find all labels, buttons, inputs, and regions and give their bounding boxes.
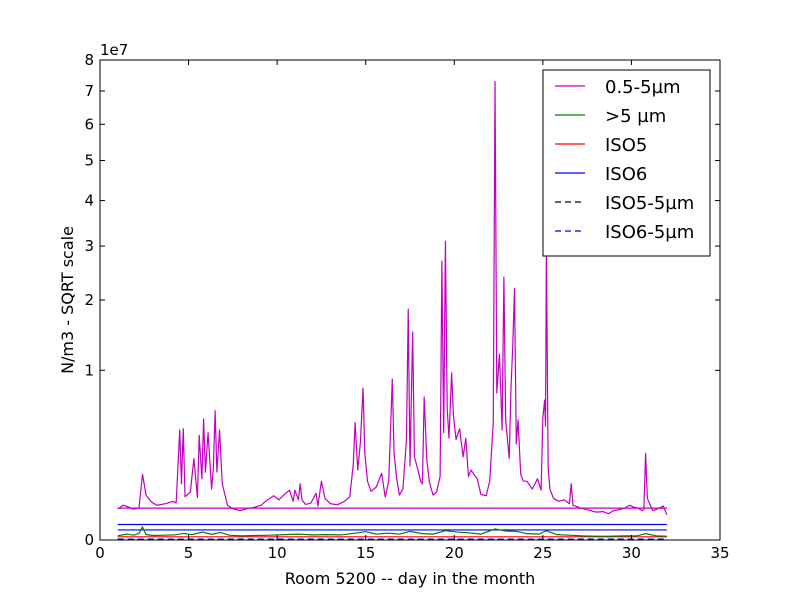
y-tick-label: 1 [84,361,94,379]
y-tick-label: 6 [84,115,94,133]
y-tick-label: 2 [84,291,94,309]
legend-label: ISO5-5µm [605,193,694,214]
y-tick-label: 5 [84,152,94,170]
x-tick-label: 15 [356,544,375,562]
y-axis-label: N/m3 - SQRT scale [58,226,77,374]
y-tick-label: 4 [84,192,94,210]
legend-box [542,69,711,257]
x-tick-label: 10 [268,544,287,562]
x-axis-label: Room 5200 -- day in the month [285,569,536,588]
series-line-1 [117,80,668,516]
ticks-layer: 0 5 10 15 20 25 30 35 0 1 2 3 4 5 6 7 8 [84,51,729,562]
x-tick-label: 25 [533,544,552,562]
y-tick-label: 8 [84,51,94,69]
x-tick-label: 35 [710,544,729,562]
x-tick-label: 0 [95,544,105,562]
legend-label: ISO6-5µm [605,222,694,243]
legend: 0.5-5µm >5 µm ISO5 ISO6 ISO5-5µm ISO6-5µm [542,69,711,257]
y-offset-label: 1e7 [100,41,128,59]
y-tick-label: 3 [84,237,94,255]
y-tick-label: 0 [84,531,94,549]
legend-label: >5 µm [605,106,666,127]
series-line-2 [117,526,667,537]
legend-label: ISO6 [605,164,647,185]
legend-label: 0.5-5µm [605,77,681,98]
x-tick-label: 30 [622,544,641,562]
legend-label: ISO5 [605,135,647,156]
x-tick-label: 20 [445,544,464,562]
y-tick-label: 7 [84,82,94,100]
x-tick-label: 5 [184,544,194,562]
